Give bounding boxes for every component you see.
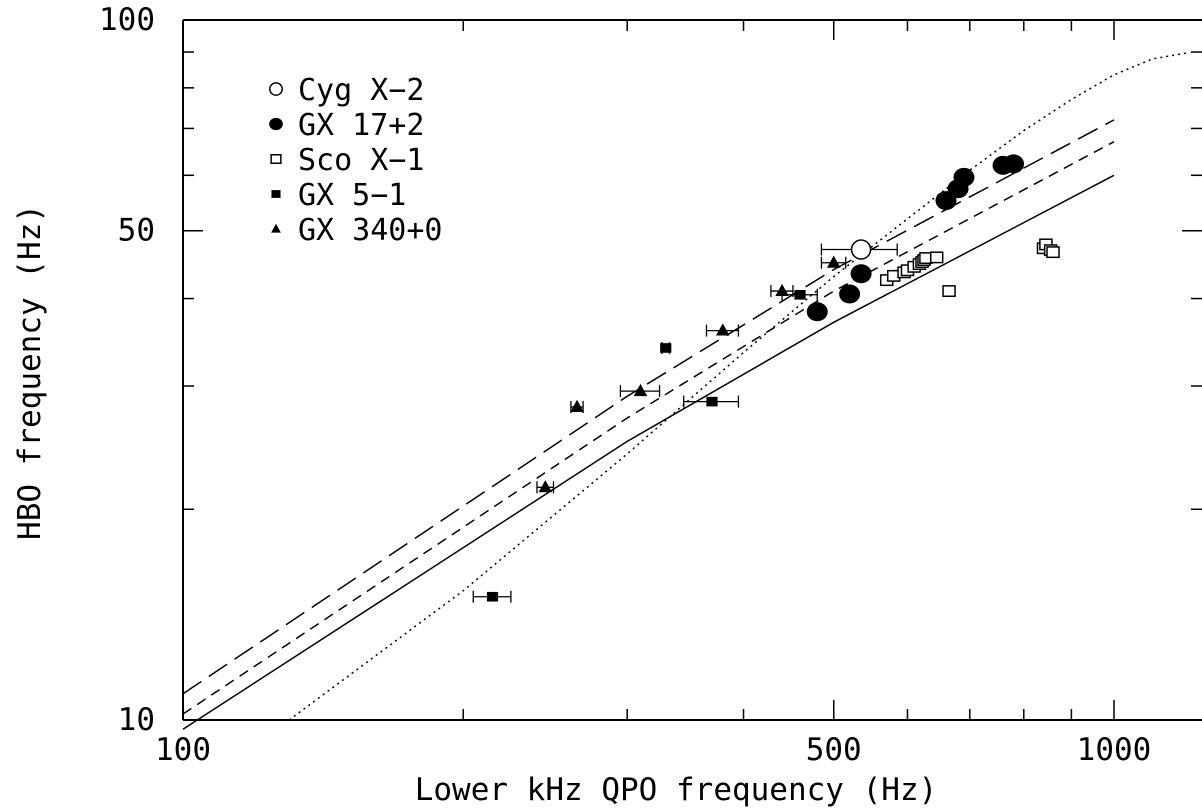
data-point (1047, 247, 1059, 257)
tick-labels: 100 500 1000 10 50 100 (99, 2, 1151, 768)
data-point (851, 264, 872, 283)
x-tick-label: 100 (155, 732, 211, 768)
data-point (487, 592, 498, 602)
data-point (570, 400, 584, 412)
legend-marker (271, 155, 281, 163)
legend-marker (270, 83, 282, 95)
data-point (839, 285, 860, 304)
data-point (775, 284, 789, 296)
data-point (827, 256, 841, 268)
legend-label: GX 340+0 (298, 213, 443, 248)
x-axis-title: Lower kHz QPO frequency (Hz) (415, 772, 938, 808)
legend-marker (271, 190, 280, 198)
data-point (634, 384, 648, 396)
data-point (1003, 154, 1024, 173)
x-tick-label: 500 (806, 732, 862, 768)
data-point (807, 302, 828, 321)
legend-marker (271, 224, 281, 233)
y-tick-label: 100 (99, 2, 155, 38)
data-point (794, 290, 805, 300)
data-point (852, 240, 871, 259)
data-point (931, 252, 943, 262)
error-bars (473, 244, 897, 603)
model-curve-solid (183, 175, 1114, 729)
y-tick-label: 50 (118, 213, 155, 249)
legend-label: Sco X−1 (298, 143, 424, 178)
data-points (487, 154, 1059, 601)
data-point (716, 323, 730, 335)
y-axis-title: HBO frequency (Hz) (12, 204, 48, 540)
legend-label: Cyg X−2 (298, 73, 424, 108)
legend-label: GX 17+2 (298, 108, 424, 143)
data-point (660, 343, 671, 353)
data-point (943, 286, 955, 296)
data-point (539, 480, 553, 492)
legend-label: GX 5−1 (298, 178, 406, 213)
data-point (706, 397, 717, 407)
x-tick-label: 1000 (1077, 732, 1152, 768)
y-tick-label: 10 (118, 702, 155, 738)
legend-marker (269, 118, 283, 130)
data-point (953, 168, 974, 187)
